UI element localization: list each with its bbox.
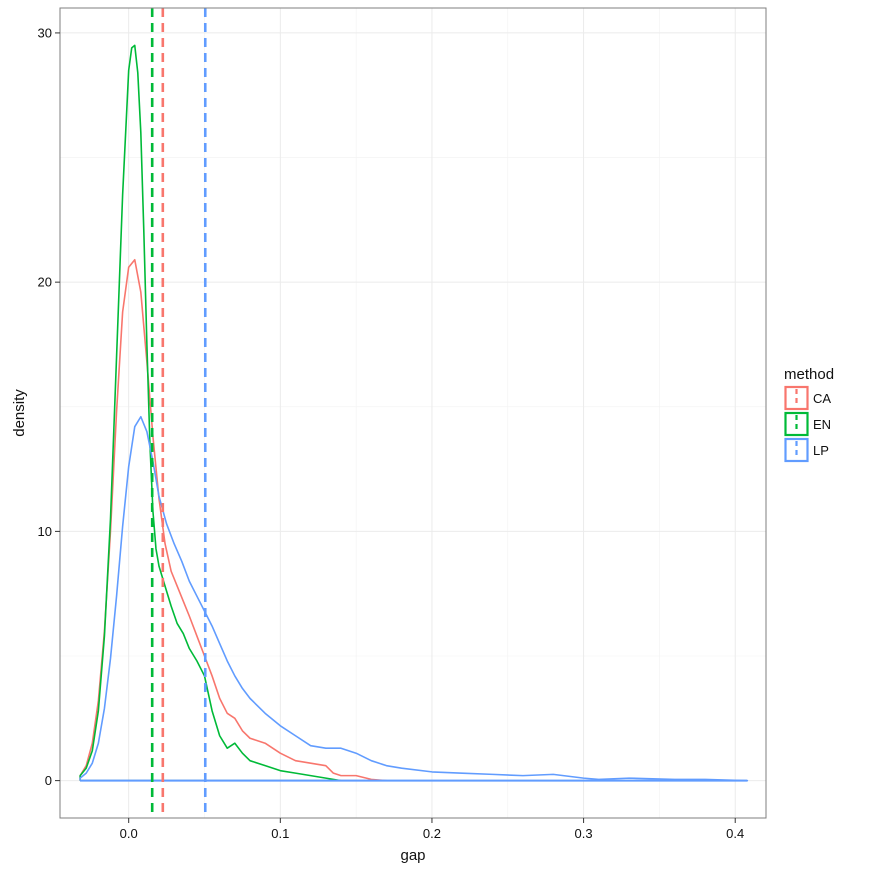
x-tick-label: 0.1 xyxy=(271,826,289,841)
x-tick-label: 0.0 xyxy=(120,826,138,841)
legend-label-en: EN xyxy=(813,417,831,432)
x-tick-label: 0.2 xyxy=(423,826,441,841)
y-tick-label: 20 xyxy=(38,275,52,290)
legend-label-ca: CA xyxy=(813,391,831,406)
density-curve-en xyxy=(79,44,342,782)
mean-lines xyxy=(150,8,207,818)
density-curves xyxy=(79,44,749,782)
legend: method CA EN LP xyxy=(784,366,834,463)
x-tick-label: 0.4 xyxy=(726,826,744,841)
density-curve-lp xyxy=(79,415,749,782)
x-axis-title: gap xyxy=(400,847,425,864)
y-axis-title: density xyxy=(11,389,28,437)
x-tick-label: 0.3 xyxy=(575,826,593,841)
y-tick-label: 10 xyxy=(38,524,52,539)
minor-gridlines xyxy=(60,8,766,818)
legend-title: method xyxy=(784,366,834,383)
plot-panel-border xyxy=(59,7,767,819)
legend-label-lp: LP xyxy=(813,443,829,458)
density-curve-ca xyxy=(79,258,388,782)
y-tick-label: 0 xyxy=(45,773,52,788)
plot-panel-background xyxy=(60,8,766,818)
y-tick-label: 30 xyxy=(38,25,52,40)
y-axis: 0 10 20 30 xyxy=(38,25,60,788)
x-axis: 0.0 0.1 0.2 0.3 0.4 xyxy=(120,818,744,841)
